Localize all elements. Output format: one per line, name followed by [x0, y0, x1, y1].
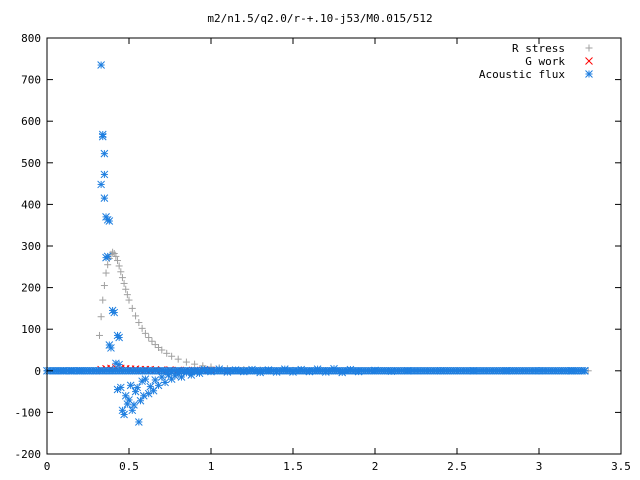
series-marks	[43, 61, 592, 426]
data-point	[580, 366, 589, 375]
data-point	[158, 346, 166, 354]
y-tick-label: -100	[15, 406, 42, 419]
series-star-points	[43, 61, 589, 426]
data-point	[125, 296, 133, 304]
y-tick-label: 500	[21, 157, 41, 170]
data-point	[136, 396, 145, 405]
data-point	[117, 268, 125, 276]
data-point	[118, 274, 126, 282]
data-point	[115, 360, 124, 369]
data-point	[134, 418, 143, 426]
data-point	[128, 406, 137, 415]
data-point	[115, 262, 123, 270]
data-point	[114, 257, 122, 265]
data-point	[133, 383, 142, 392]
axis-ticks: 0 0.5 1 1.5 2 2.5 3 3.5 -200 -100 0 100 200 300 400 500…	[15, 32, 631, 473]
y-tick-label: 200	[21, 282, 41, 295]
data-point	[141, 375, 150, 383]
data-point	[115, 333, 124, 342]
y-tick-label: 0	[34, 365, 41, 378]
y-tick-label: 700	[21, 74, 41, 87]
data-point	[104, 261, 112, 269]
x-tick-label: 3.5	[611, 460, 631, 473]
data-point	[141, 329, 149, 337]
data-point	[102, 253, 110, 262]
data-point	[128, 304, 136, 312]
series-plus-points	[43, 248, 592, 375]
y-tick-label: 100	[21, 323, 41, 336]
x-tick-label: 3	[536, 460, 543, 473]
data-point	[110, 308, 119, 317]
x-tick-label: 0.5	[119, 460, 139, 473]
data-point	[113, 385, 122, 394]
data-point	[161, 378, 169, 387]
legend-marker	[585, 57, 593, 65]
data-point	[157, 373, 166, 381]
x-tick-label: 1.5	[283, 460, 303, 473]
data-point	[130, 401, 138, 409]
data-point	[98, 132, 107, 141]
data-point	[109, 248, 117, 256]
legend-marker	[585, 44, 593, 52]
data-point	[122, 285, 130, 293]
data-point	[123, 291, 131, 299]
data-point	[100, 170, 109, 179]
x-tick-label: 1	[208, 460, 215, 473]
data-point	[174, 355, 182, 363]
data-point	[121, 391, 130, 400]
data-point	[182, 358, 190, 366]
data-point	[146, 382, 155, 391]
x-tick-label: 2	[372, 460, 379, 473]
x-tick-label: 0	[44, 460, 51, 473]
y-tick-label: 400	[21, 198, 41, 211]
data-point	[97, 313, 105, 321]
data-point	[154, 381, 163, 390]
legend-label: Acoustic flux	[479, 68, 565, 81]
data-point	[100, 149, 109, 158]
y-tick-label: 800	[21, 32, 41, 45]
data-point	[120, 410, 128, 419]
data-point	[120, 279, 128, 287]
data-point	[148, 337, 156, 345]
data-point	[126, 381, 135, 390]
y-tick-label: -200	[15, 448, 42, 461]
data-point	[97, 180, 105, 189]
data-point	[112, 252, 120, 260]
data-point	[163, 349, 171, 357]
data-point	[107, 344, 115, 352]
y-tick-label: 600	[21, 115, 41, 128]
data-point	[151, 341, 159, 349]
y-tick-label: 300	[21, 240, 41, 253]
data-point	[191, 360, 199, 368]
data-point	[100, 194, 109, 203]
data-point	[97, 61, 105, 69]
data-point	[95, 331, 103, 339]
data-point	[138, 324, 146, 332]
data-point	[110, 249, 118, 257]
data-point	[100, 282, 108, 290]
data-point	[151, 376, 160, 384]
data-point	[177, 373, 186, 381]
data-point	[99, 296, 107, 304]
data-point	[102, 269, 110, 277]
data-point	[145, 334, 153, 342]
x-tick-label: 2.5	[447, 460, 467, 473]
data-point	[105, 217, 114, 225]
legend-marker	[585, 70, 593, 78]
legend-label: R stress	[512, 42, 565, 55]
legend-label: G work	[525, 55, 565, 68]
data-point	[135, 319, 143, 327]
data-point	[168, 352, 176, 360]
chart-title: m2/n1.5/q2.0/r-+.10-j53/M0.015/512	[207, 12, 432, 25]
data-point	[132, 312, 140, 320]
